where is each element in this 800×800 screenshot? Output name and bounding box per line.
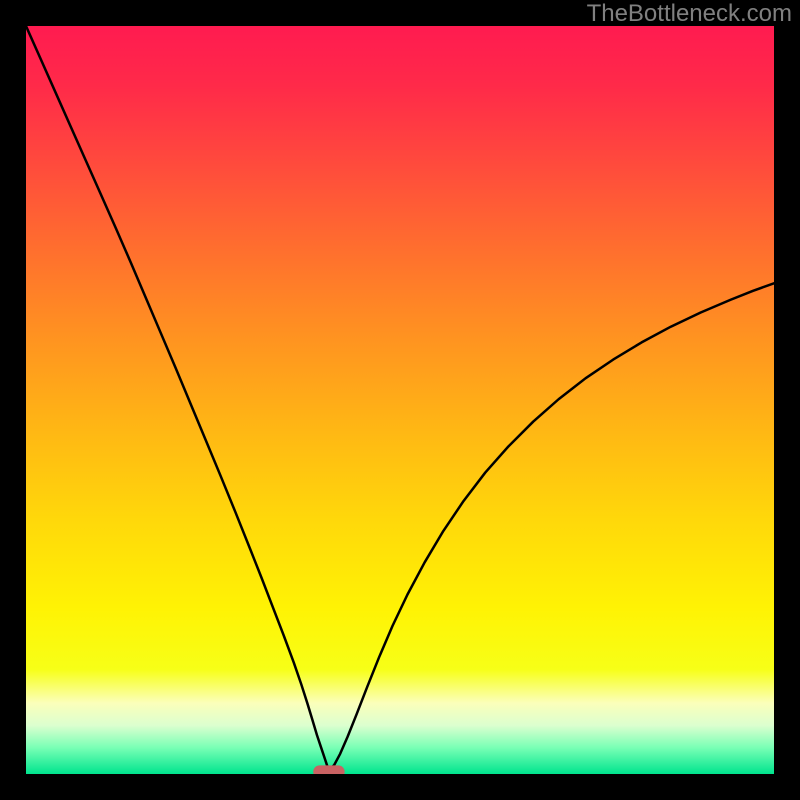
optimum-marker	[313, 765, 344, 774]
plot-area	[26, 26, 774, 774]
watermark-text: TheBottleneck.com	[587, 0, 792, 28]
chart-frame: TheBottleneck.com	[0, 0, 800, 800]
gradient-background	[26, 26, 774, 774]
bottleneck-curve-chart	[26, 26, 774, 774]
